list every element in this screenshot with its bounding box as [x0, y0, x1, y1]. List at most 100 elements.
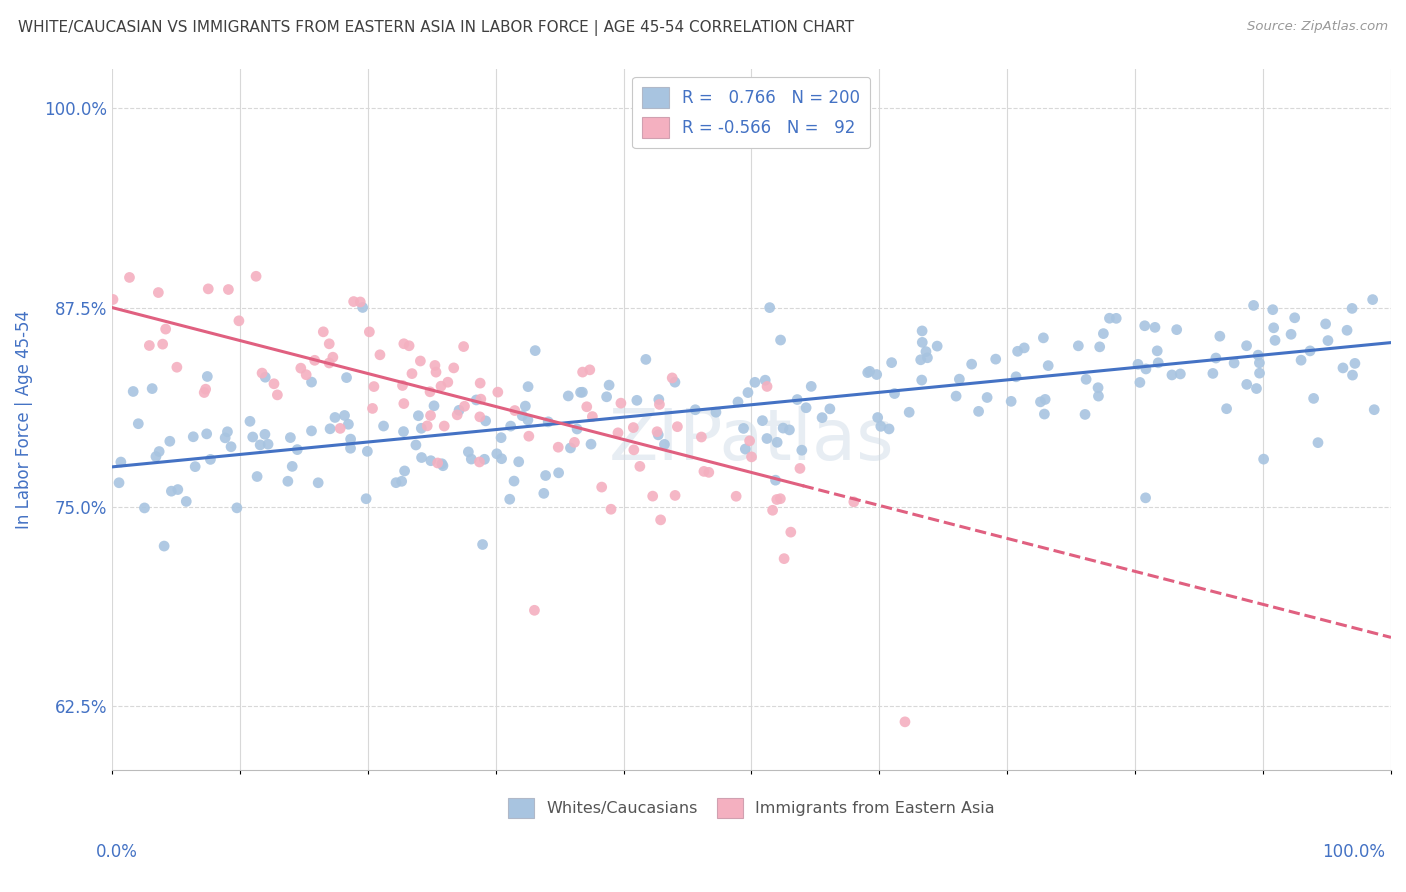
Point — [1202, 367, 1225, 381]
Point — [391, 378, 413, 392]
Point — [474, 452, 496, 467]
Point — [769, 333, 792, 347]
Point — [738, 434, 761, 448]
Point — [976, 391, 998, 405]
Point — [1247, 348, 1270, 362]
Point — [1316, 334, 1339, 348]
Point — [155, 322, 177, 336]
Point — [401, 367, 423, 381]
Point — [127, 417, 149, 431]
Point — [984, 352, 1007, 367]
Point — [610, 396, 633, 410]
Point — [318, 336, 340, 351]
Point — [1087, 389, 1109, 403]
Point — [474, 414, 496, 428]
Point — [101, 293, 124, 307]
Point — [1243, 298, 1265, 312]
Point — [356, 444, 378, 458]
Point — [468, 455, 491, 469]
Point — [193, 385, 215, 400]
Point — [409, 354, 432, 368]
Point — [281, 459, 304, 474]
Point — [335, 370, 357, 384]
Point — [1261, 302, 1284, 317]
Point — [195, 426, 218, 441]
Point — [246, 469, 269, 483]
Point — [194, 382, 217, 396]
Point — [200, 452, 222, 467]
Point — [453, 399, 475, 413]
Point — [304, 353, 326, 368]
Point — [967, 404, 990, 418]
Point — [280, 431, 302, 445]
Point — [457, 445, 479, 459]
Point — [228, 314, 250, 328]
Point — [160, 484, 183, 499]
Point — [385, 475, 408, 490]
Point — [1253, 452, 1275, 467]
Point — [650, 513, 672, 527]
Point — [628, 459, 651, 474]
Point — [443, 360, 465, 375]
Point — [1236, 377, 1258, 392]
Point — [927, 339, 949, 353]
Point — [333, 409, 356, 423]
Point — [704, 405, 727, 419]
Text: 100.0%: 100.0% — [1322, 843, 1385, 861]
Point — [436, 375, 458, 389]
Point — [898, 405, 921, 419]
Point — [405, 438, 427, 452]
Point — [557, 389, 579, 403]
Point — [560, 441, 582, 455]
Point — [575, 400, 598, 414]
Point — [249, 438, 271, 452]
Point — [408, 409, 430, 423]
Point — [648, 392, 671, 407]
Point — [392, 336, 415, 351]
Point — [242, 430, 264, 444]
Point — [1074, 408, 1097, 422]
Point — [811, 410, 834, 425]
Point — [352, 301, 374, 315]
Point — [138, 338, 160, 352]
Legend: Whites/Caucasians, Immigrants from Eastern Asia: Whites/Caucasians, Immigrants from Easte… — [502, 791, 1001, 825]
Point — [737, 385, 759, 400]
Point — [866, 410, 889, 425]
Point — [470, 376, 492, 391]
Point — [581, 409, 603, 424]
Point — [654, 437, 676, 451]
Point — [322, 350, 344, 364]
Point — [489, 431, 512, 445]
Point — [911, 373, 934, 387]
Point — [725, 489, 748, 503]
Point — [118, 270, 141, 285]
Point — [523, 603, 546, 617]
Point — [769, 491, 792, 506]
Point — [641, 489, 664, 503]
Point — [571, 385, 593, 400]
Point — [1147, 356, 1170, 370]
Point — [869, 419, 891, 434]
Point — [1146, 343, 1168, 358]
Point — [486, 385, 509, 400]
Point — [744, 376, 766, 390]
Y-axis label: In Labor Force | Age 45-54: In Labor Force | Age 45-54 — [15, 310, 32, 529]
Point — [741, 450, 763, 464]
Point — [664, 488, 686, 502]
Point — [392, 396, 415, 410]
Point — [517, 379, 540, 393]
Point — [485, 447, 508, 461]
Text: WHITE/CAUCASIAN VS IMMIGRANTS FROM EASTERN ASIA IN LABOR FORCE | AGE 45-54 CORRE: WHITE/CAUCASIAN VS IMMIGRANTS FROM EASTE… — [18, 20, 855, 36]
Point — [569, 385, 592, 400]
Point — [571, 365, 593, 379]
Point — [661, 371, 683, 385]
Point — [755, 432, 778, 446]
Text: 0.0%: 0.0% — [96, 843, 138, 861]
Point — [1249, 366, 1271, 380]
Point — [503, 474, 526, 488]
Point — [1223, 356, 1246, 370]
Point — [1074, 372, 1097, 386]
Point — [772, 421, 794, 435]
Point — [1236, 339, 1258, 353]
Point — [145, 450, 167, 464]
